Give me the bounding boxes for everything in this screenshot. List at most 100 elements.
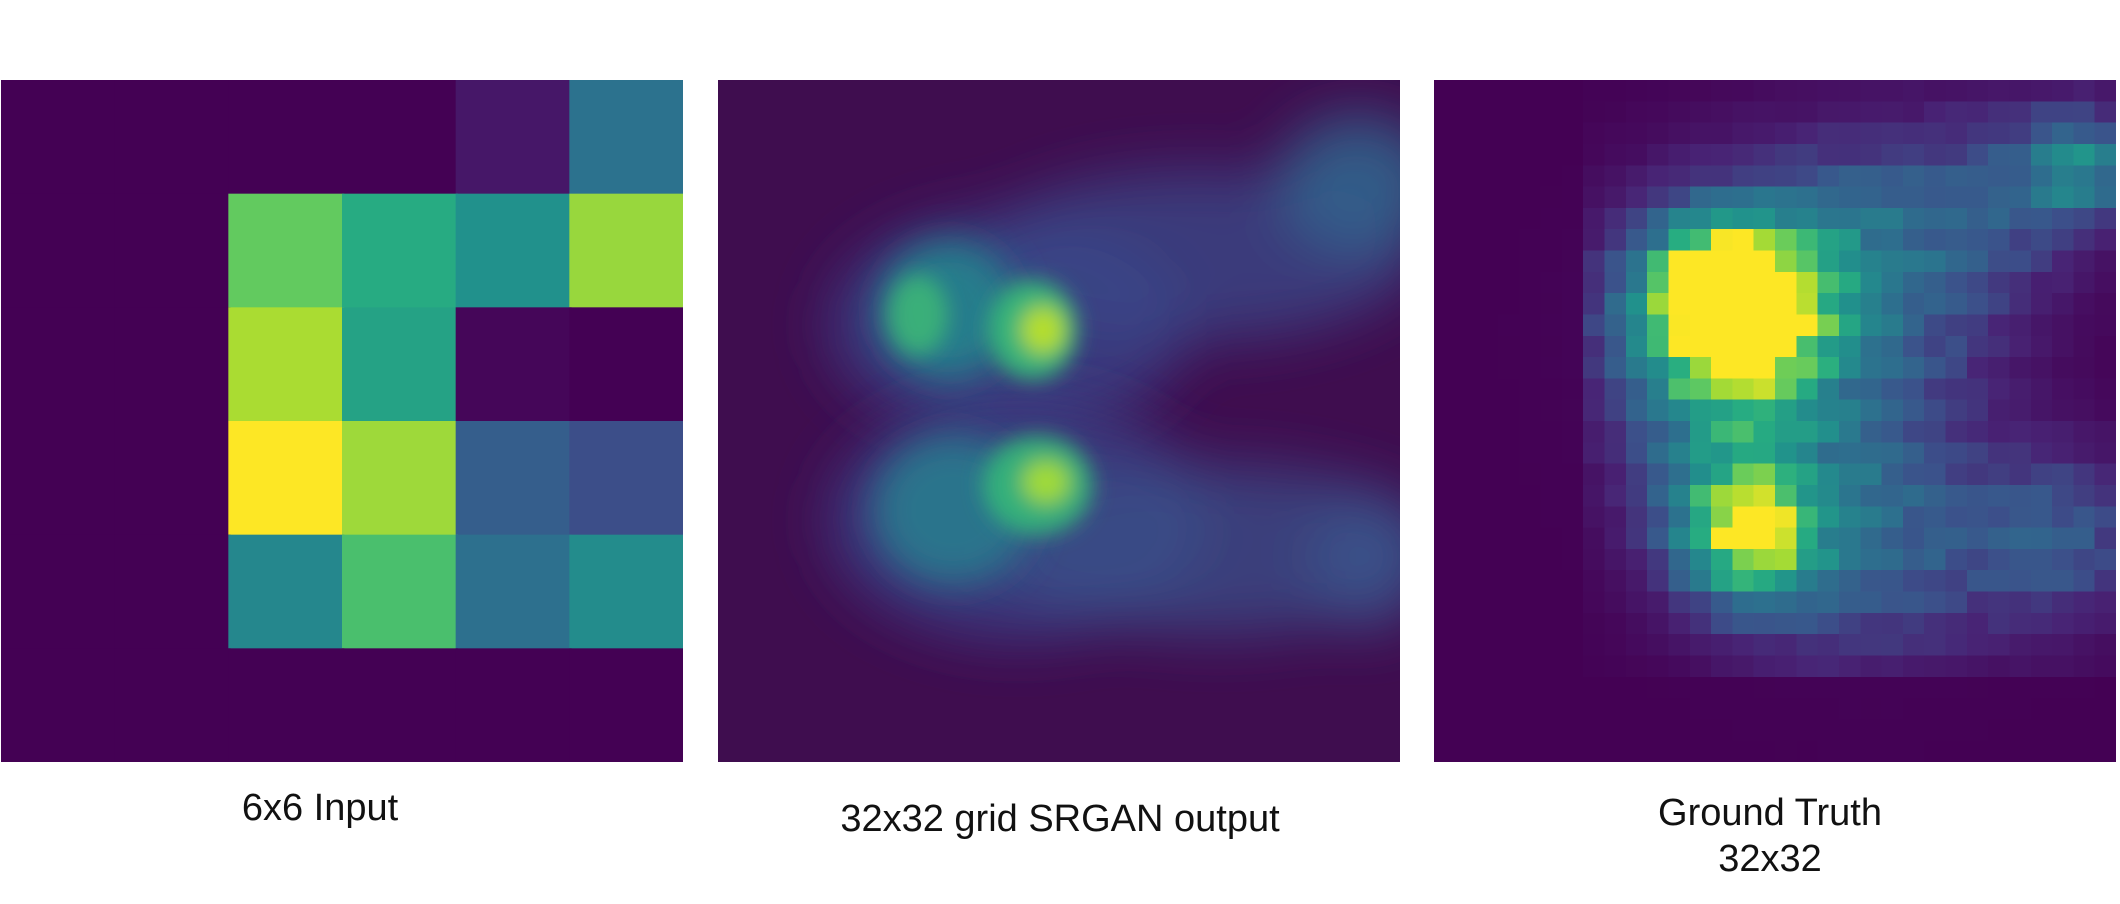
- truth-cell: [1647, 463, 1670, 487]
- truth-cell: [1625, 250, 1649, 273]
- truth-cell: [1625, 335, 1649, 359]
- truth-cell: [1711, 186, 1734, 209]
- truth-cell: [1668, 442, 1691, 465]
- truth-cell: [1902, 527, 1926, 550]
- truth-cell: [1668, 357, 1691, 380]
- truth-cell: [1732, 612, 1755, 636]
- truth-cell: [1647, 378, 1670, 401]
- truth-cell: [2073, 719, 2096, 742]
- truth-cell: [1497, 634, 1521, 657]
- truth-cell: [1902, 101, 1926, 124]
- truth-cell: [1838, 442, 1862, 465]
- truth-cell: [1924, 143, 1947, 167]
- truth-cell: [2094, 122, 2116, 146]
- truth-cell: [1838, 591, 1862, 614]
- truth-cell: [1881, 655, 1904, 678]
- input-cell: [114, 80, 231, 196]
- truth-cell: [1689, 122, 1713, 146]
- truth-cell: [2052, 698, 2075, 721]
- truth-cell: [2009, 634, 2032, 657]
- truth-cell: [1434, 698, 1457, 721]
- truth-cell: [1583, 122, 1606, 146]
- truth-cell: [1966, 548, 1990, 572]
- truth-cell: [1796, 442, 1819, 465]
- truth-cell: [1711, 463, 1734, 487]
- truth-cell: [2094, 378, 2116, 401]
- truth-cell: [1497, 506, 1521, 529]
- truth-cell: [1434, 293, 1457, 316]
- truth-cell: [1732, 698, 1755, 721]
- truth-cell: [2052, 293, 2075, 316]
- truth-cell: [1966, 271, 1990, 295]
- truth-cell: [2009, 719, 2032, 742]
- truth-cell: [1817, 506, 1841, 529]
- truth-cell: [2030, 122, 2054, 146]
- truth-cell: [1711, 548, 1734, 572]
- truth-cell: [1455, 655, 1478, 678]
- truth-cell: [1476, 719, 1500, 742]
- truth-cell: [1711, 250, 1734, 273]
- truth-cell: [1881, 527, 1904, 550]
- truth-cell: [1561, 80, 1585, 103]
- truth-cell: [1732, 335, 1755, 359]
- truth-cell: [1988, 484, 2011, 508]
- truth-cell: [1775, 442, 1798, 465]
- truth-cell: [1796, 143, 1819, 167]
- truth-cell: [1561, 719, 1585, 742]
- truth-cell: [1625, 442, 1649, 465]
- truth-cell: [1455, 101, 1478, 124]
- truth-cell: [1902, 484, 1926, 508]
- truth-cell: [2073, 143, 2096, 167]
- truth-cell: [2030, 165, 2054, 188]
- input-cell: [342, 307, 458, 424]
- truth-cell: [1497, 122, 1521, 146]
- truth-cell: [1860, 250, 1883, 273]
- truth-cell: [1817, 293, 1841, 316]
- srgan-caption: 32x32 grid SRGAN output: [760, 796, 1360, 842]
- truth-cell: [1583, 548, 1606, 572]
- truth-cell: [1732, 655, 1755, 678]
- truth-cell: [2052, 399, 2075, 423]
- truth-cell: [1476, 655, 1500, 678]
- truth-cell: [1434, 250, 1457, 273]
- truth-cell: [1476, 271, 1500, 295]
- truth-cell: [1647, 399, 1670, 423]
- truth-cell: [1668, 293, 1691, 316]
- input-cell: [228, 307, 345, 424]
- srgan-caption-line-1: 32x32 grid SRGAN output: [840, 798, 1280, 840]
- truth-cell: [1689, 484, 1713, 508]
- truth-cell: [1711, 293, 1734, 316]
- truth-cell: [1561, 740, 1585, 762]
- truth-cell: [1924, 570, 1947, 593]
- truth-cell: [1902, 165, 1926, 188]
- truth-cell: [2030, 250, 2054, 273]
- truth-cell: [1860, 314, 1883, 337]
- truth-cell: [2030, 378, 2054, 401]
- truth-cell: [1945, 378, 1968, 401]
- truth-cell: [1988, 548, 2011, 572]
- truth-cell: [1817, 484, 1841, 508]
- truth-cell: [1775, 271, 1798, 295]
- truth-cell: [1689, 207, 1713, 231]
- truth-cell: [1796, 740, 1819, 762]
- truth-cell: [1753, 484, 1777, 508]
- truth-cell: [1902, 655, 1926, 678]
- truth-cell: [1497, 698, 1521, 721]
- truth-cell: [1711, 527, 1734, 550]
- truth-cell: [1753, 548, 1777, 572]
- truth-cell: [1668, 207, 1691, 231]
- truth-cell: [1753, 357, 1777, 380]
- truth-cell: [1689, 655, 1713, 678]
- truth-cell: [1881, 357, 1904, 380]
- truth-cell: [1902, 293, 1926, 316]
- truth-cell: [1775, 676, 1798, 700]
- truth-cell: [1711, 676, 1734, 700]
- truth-cell: [1519, 378, 1542, 401]
- truth-cell: [1881, 165, 1904, 188]
- truth-cell: [1497, 548, 1521, 572]
- truth-cell: [1647, 250, 1670, 273]
- truth-cell: [1540, 506, 1563, 529]
- truth-cell: [1519, 229, 1542, 252]
- truth-cell: [1668, 399, 1691, 423]
- truth-cell: [1668, 484, 1691, 508]
